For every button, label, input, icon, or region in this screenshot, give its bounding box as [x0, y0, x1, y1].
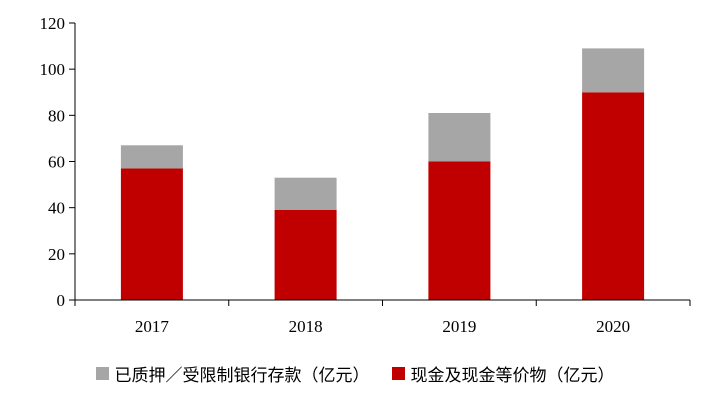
- legend-item-cash: 现金及现金等价物（亿元）: [391, 361, 615, 386]
- bar-2017-series-1: [120, 145, 183, 169]
- y-tick-label-40: 40: [48, 199, 65, 218]
- y-tick-label-60: 60: [48, 153, 65, 172]
- x-tick-label-2020: 2020: [596, 317, 630, 336]
- legend-label-pledged: 已质押／受限制银行存款（亿元）: [114, 365, 370, 386]
- legend: 已质押／受限制银行存款（亿元） 现金及现金等价物（亿元）: [0, 358, 710, 388]
- bar-2017-series-0: [120, 168, 183, 300]
- bar-2020-series-0: [582, 92, 645, 301]
- legend-swatch-cash: [391, 366, 405, 380]
- bar-2018-series-0: [274, 210, 337, 300]
- bar-2020-series-1: [582, 48, 645, 93]
- legend-swatch-pledged: [95, 366, 109, 380]
- bar-2019-series-0: [428, 161, 491, 300]
- y-tick-label-80: 80: [48, 106, 65, 125]
- x-tick-label-2018: 2018: [289, 317, 323, 336]
- legend-label-cash: 现金及现金等价物（亿元）: [410, 365, 615, 386]
- ticks-group: 0 20 40 60 80 100 120 2017 2018 2019 2020: [40, 14, 691, 336]
- legend-item-pledged: 已质押／受限制银行存款（亿元）: [95, 361, 370, 386]
- y-tick-label-120: 120: [40, 14, 66, 33]
- y-tick-label-100: 100: [40, 60, 66, 79]
- bar-2019-series-1: [428, 113, 491, 162]
- bars-group: [120, 48, 645, 301]
- x-tick-label-2017: 2017: [135, 317, 170, 336]
- y-tick-label-0: 0: [57, 291, 66, 310]
- y-tick-label-20: 20: [48, 245, 65, 264]
- x-tick-label-2019: 2019: [442, 317, 476, 336]
- bar-2018-series-1: [274, 177, 337, 210]
